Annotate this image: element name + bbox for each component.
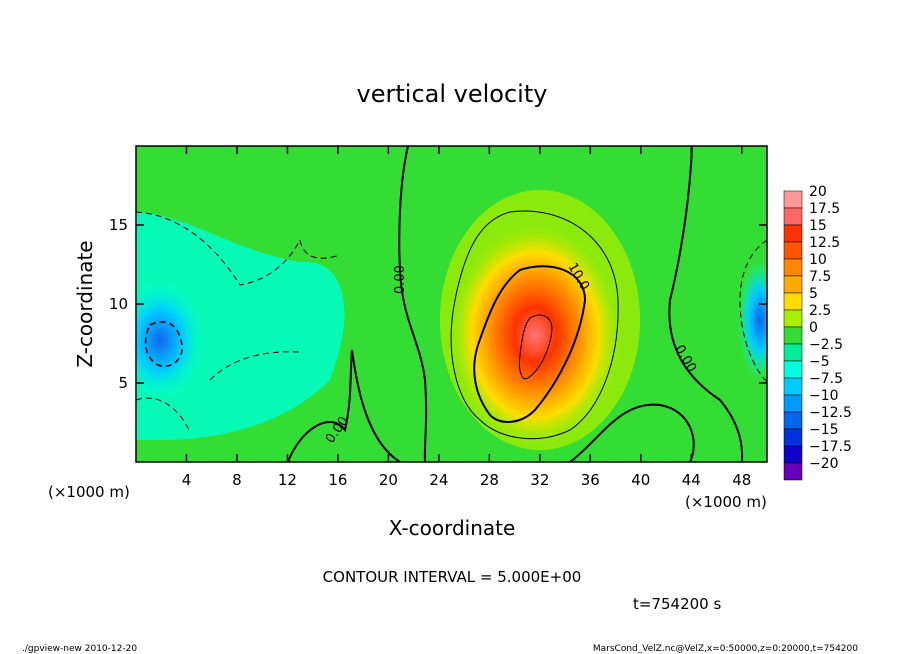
x-tick-label: 28 [480,471,499,489]
colorbar-swatch [783,241,803,260]
x-tick-label: 44 [682,471,701,489]
colorbar-label: 7.5 [809,269,831,285]
chart-title: vertical velocity [357,80,548,108]
y-axis-ticks: 5 10 15 [109,216,767,392]
contour-negative-core [144,321,183,367]
y-tick-label: 5 [118,374,128,392]
downdraft-core [136,280,205,400]
colorbar-swatch [783,462,803,481]
colorbar-label: 0 [809,320,818,336]
updraft-core [450,225,620,445]
colorbar-label: 12.5 [809,235,840,251]
colorbar: 2017.51512.5107.552.50−2.5−5−7.5−10−12.5… [783,184,852,481]
colorbar-swatch [783,394,803,413]
colorbar-label: −20 [809,456,839,472]
colorbar-label: −17.5 [809,439,852,455]
colorbar-swatch [783,275,803,294]
colorbar-label: 10 [809,252,827,268]
footer-left: ./gpview-new 2010-12-20 [22,644,137,654]
colorbar-label: 2.5 [809,303,831,319]
contour-zero-lower [569,403,695,462]
x-tick-label: 36 [581,471,600,489]
colorbar-swatch [783,309,803,328]
colorbar-label: −7.5 [809,371,843,387]
colorbar-swatch [783,292,803,311]
contour-negative-lower [136,351,301,433]
colorbar-swatch [783,428,803,447]
x-tick-label: 20 [379,471,398,489]
colorbar-label: 20 [809,184,827,200]
contour-five [450,210,619,440]
x-tick-label: 16 [328,471,347,489]
contour-label-zero-1: 0.00 [393,265,408,294]
colorbar-swatch [783,343,803,362]
y-tick-label: 15 [109,216,128,234]
time-text: t=754200 s [633,595,721,613]
colorbar-swatch [783,360,803,379]
colorbar-label: 17.5 [809,201,840,217]
y-axis-label: Z-coordinate [73,240,97,367]
colorbar-label: −2.5 [809,337,843,353]
colorbar-swatch [783,326,803,345]
contour-zero-right [668,146,744,462]
contour-zero-bottom [287,349,401,462]
colorbar-swatch [783,190,803,209]
colorbar-label: −10 [809,388,839,404]
x-tick-label: 24 [429,471,448,489]
x-axis-label: X-coordinate [389,516,516,540]
plot-area [136,146,767,462]
x-tick-label: 8 [232,471,242,489]
colorbar-swatch [783,445,803,464]
colorbar-label: −5 [809,354,830,370]
x-unit-right: (×1000 m) [685,493,767,511]
contour-interval-text: CONTOUR INTERVAL = 5.000E+00 [323,568,582,586]
colorbar-label: 5 [809,286,818,302]
contour-fifteen [519,314,553,380]
colorbar-label: 15 [809,218,827,234]
x-tick-label: 4 [182,471,192,489]
colorbar-label: −12.5 [809,405,852,421]
colorbar-swatch [783,411,803,430]
x-unit-left: (×1000 m) [48,483,130,501]
colorbar-swatch [783,207,803,226]
y-tick-label: 10 [109,295,128,313]
x-tick-label: 48 [732,471,751,489]
x-tick-label: 32 [530,471,549,489]
contour-negative-left [136,211,341,286]
downdraft-right [738,260,767,380]
colorbar-swatch [783,258,803,277]
x-tick-label: 12 [278,471,297,489]
x-tick-label: 40 [631,471,650,489]
colorbar-swatch [783,224,803,243]
contour-ten [473,265,587,423]
colorbar-swatch [783,377,803,396]
contour-zero-left [398,146,428,462]
footer-right: MarsCond_VelZ.nc@VelZ,x=0:50000,z=0:2000… [593,644,858,654]
colorbar-label: −15 [809,422,839,438]
x-axis-ticks: 4 8 12 16 20 24 28 32 36 40 44 48 [182,146,751,489]
